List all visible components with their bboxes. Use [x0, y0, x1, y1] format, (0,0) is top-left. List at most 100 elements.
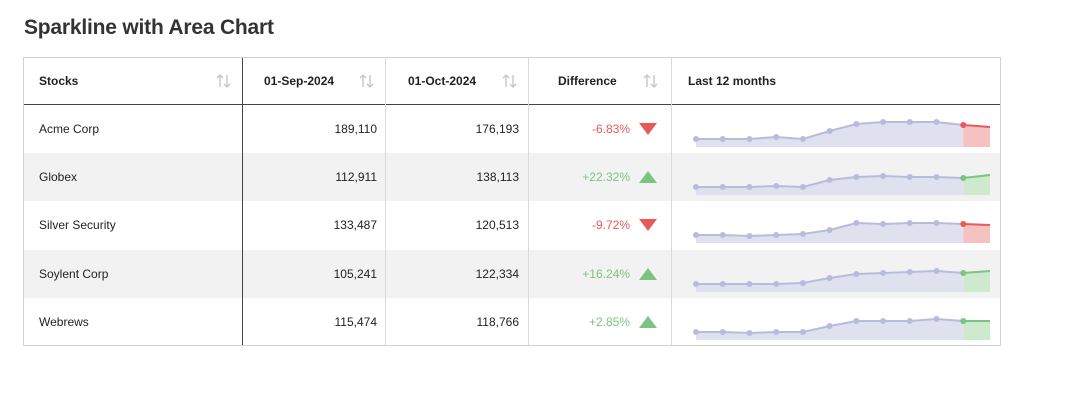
sparkline-point [773, 280, 780, 287]
sparkline-point [826, 128, 833, 134]
sort-arrows-icon[interactable] [358, 72, 376, 90]
grid-header: Stocks 01-Sep-2024 01-Oct-2024 Differenc… [24, 58, 1000, 105]
sparkline-point [826, 274, 833, 281]
sparkline-point [960, 317, 967, 324]
difference-value: -6.83% [591, 122, 630, 136]
sparkline-point [799, 328, 806, 335]
sparkline-point [746, 184, 753, 191]
sparkline-point [853, 121, 860, 127]
sep-value-cell: 115,474 [334, 314, 378, 329]
sparkline-latest-area [963, 224, 990, 244]
table-row[interactable]: Globex 112,911 138,113 +22.32% [24, 153, 1000, 202]
sparkline-point [773, 134, 780, 140]
sparkline-point [853, 220, 860, 227]
difference-value: +16.24% [582, 266, 630, 281]
header-oct-label: 01-Oct-2024 [408, 74, 477, 88]
sparkline-point [933, 267, 940, 274]
sep-value-cell: 133,487 [333, 218, 377, 233]
sparkline-point [826, 322, 833, 329]
column-divider [385, 58, 386, 345]
sparkline-point [773, 328, 780, 335]
column-divider [242, 58, 243, 345]
sparkline-point [746, 136, 753, 142]
sparkline-point [960, 269, 967, 276]
sparkline-latest-area [963, 320, 990, 340]
sparkline-point [906, 119, 913, 125]
header-stocks[interactable]: Stocks [39, 58, 239, 104]
difference-cell: +16.24% [529, 250, 658, 298]
sparkline-point [746, 280, 753, 287]
column-divider [528, 58, 529, 345]
sparkline-point [933, 119, 940, 125]
sparkline-point [906, 268, 913, 275]
difference-cell: +2.85% [529, 298, 658, 346]
sparkline-point [853, 270, 860, 277]
header-difference[interactable]: Difference [529, 58, 671, 104]
sparkline-point [906, 174, 913, 181]
sparkline-point [853, 174, 860, 181]
sparkline-latest-line [963, 174, 991, 180]
sparkline-area [696, 176, 964, 196]
column-divider [671, 58, 672, 345]
sort-arrows-icon[interactable] [501, 72, 519, 90]
sparkline-point [799, 136, 806, 142]
sparkline-point [773, 183, 780, 190]
sparkline-latest-area [963, 270, 990, 292]
header-last-12-months[interactable]: Last 12 months [672, 58, 1000, 104]
sep-value-cell: 189,110 [334, 122, 378, 136]
sep-value-cell: 105,241 [333, 266, 377, 281]
sparkline-point [693, 136, 699, 142]
sparkline-point [933, 220, 940, 227]
sparkline-point [773, 232, 780, 239]
stock-name-cell: Soylent Corp [39, 266, 109, 281]
sparkline-point [799, 184, 806, 191]
sparkline-point [880, 173, 887, 180]
table-row[interactable]: Soylent Corp 105,241 122,334 +16.24% [24, 249, 1000, 298]
triangle-up-icon [639, 171, 657, 184]
header-oct[interactable]: 01-Oct-2024 [386, 58, 528, 104]
triangle-down-icon [639, 219, 657, 232]
sparkline-area [696, 223, 964, 244]
sparkline-point [799, 279, 806, 286]
oct-value-cell: 118,766 [476, 314, 520, 329]
page-title: Sparkline with Area Chart [24, 16, 274, 39]
sparkline-point [799, 231, 806, 238]
stock-name-cell: Globex [39, 170, 78, 185]
sparkline-point [933, 315, 940, 322]
sparkline-chart [693, 119, 991, 147]
triangle-down-icon [639, 123, 657, 135]
sparkline-point [880, 221, 887, 228]
sparkline-point [693, 328, 699, 335]
sparkline-point [880, 119, 887, 125]
sparkline-chart [693, 267, 991, 292]
stocks-grid: Stocks 01-Sep-2024 01-Oct-2024 Differenc… [23, 57, 1001, 346]
sparkline-point [960, 122, 967, 128]
header-last-12-months-label: Last 12 months [688, 74, 777, 88]
oct-value-cell: 138,113 [476, 170, 520, 185]
sparkline-point [719, 328, 726, 335]
sparkline-chart [693, 315, 990, 340]
sparkline-point [719, 280, 726, 287]
sparkline-point [826, 177, 833, 184]
sort-arrows-icon[interactable] [215, 72, 233, 90]
table-row[interactable]: Silver Security 133,487 120,513 -9.72% [24, 201, 1000, 249]
sparkline-point [933, 174, 940, 181]
sort-arrows-icon[interactable] [642, 72, 660, 90]
oct-value-cell: 176,193 [475, 122, 519, 136]
sparkline-latest-line [963, 269, 991, 274]
difference-value: +22.32% [582, 170, 630, 185]
table-row[interactable]: Acme Corp 189,110 176,193 -6.83% [24, 105, 1000, 153]
table-row[interactable]: Webrews 115,474 118,766 +2.85% [24, 298, 1000, 346]
header-sep-label: 01-Sep-2024 [264, 74, 335, 88]
sparkline-point [880, 317, 887, 324]
sparkline-latest-line [963, 124, 991, 128]
sep-value-cell: 112,911 [335, 170, 377, 185]
sparkline-point [960, 175, 967, 182]
header-difference-label: Difference [558, 74, 617, 88]
difference-value: +2.85% [588, 314, 630, 329]
triangle-up-icon [639, 267, 657, 280]
stock-name-cell: Acme Corp [39, 122, 100, 136]
sparkline-latest-line [963, 223, 991, 227]
stock-name-cell: Webrews [39, 314, 89, 329]
header-sep[interactable]: 01-Sep-2024 [243, 58, 385, 104]
